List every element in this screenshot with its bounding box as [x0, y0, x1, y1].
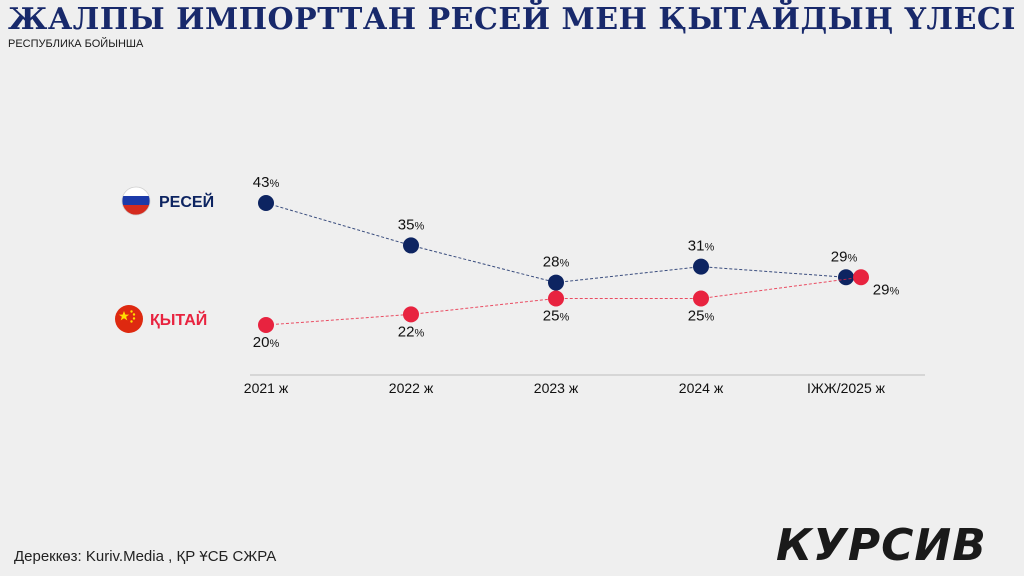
data-label: 43%	[253, 174, 280, 191]
series-line	[265, 202, 847, 284]
data-point	[853, 269, 869, 286]
data-label: 35%	[398, 216, 425, 233]
data-point	[258, 195, 274, 211]
series-russia: 43% 35% 28% 31% 29%	[253, 174, 858, 291]
data-point	[548, 290, 564, 307]
data-label: 29%	[831, 248, 858, 265]
page-subtitle: РЕСПУБЛИКА БОЙЫНША	[8, 38, 144, 50]
data-label: 25%	[543, 307, 570, 324]
source-note: Дереккөз: Kuriv.Media , ҚР ҰСБ СЖРА	[14, 548, 277, 565]
legend-label-russia: РЕСЕЙ	[159, 192, 214, 211]
legend-label-china: ҚЫТАЙ	[150, 310, 207, 329]
data-point	[693, 290, 709, 307]
x-tick-label: 2023 ж	[534, 380, 579, 396]
data-point	[548, 274, 564, 291]
x-tick-label: 2022 ж	[389, 380, 434, 396]
x-tick-label: ІЖЖ/2025 ж	[807, 380, 886, 396]
data-point	[403, 306, 419, 323]
data-label: 20%	[253, 334, 280, 351]
x-tick-label: 2021 ж	[244, 380, 289, 396]
page-title: ЖАЛПЫ ИМПОРТТАН РЕСЕЙ МЕН ҚЫТАЙДЫҢ ҮЛЕСІ	[8, 2, 1016, 37]
data-point	[693, 258, 709, 275]
china-flag-icon	[115, 305, 143, 333]
data-point	[258, 317, 274, 333]
data-label: 31%	[688, 238, 715, 255]
data-label: 25%	[688, 307, 715, 324]
brand-logo: КУРСИВ	[776, 520, 987, 571]
data-point	[403, 237, 419, 254]
x-tick-label: 2024 ж	[679, 380, 724, 396]
data-label: 22%	[398, 323, 425, 340]
data-label: 28%	[543, 254, 570, 271]
chart-legend: РЕСЕЙ ҚЫТАЙ	[115, 186, 214, 333]
series-china: 20% 22% 25% 25% 29%	[253, 269, 900, 351]
data-label: 29%	[873, 281, 900, 298]
russia-flag-icon	[121, 186, 151, 216]
data-point	[838, 269, 854, 286]
